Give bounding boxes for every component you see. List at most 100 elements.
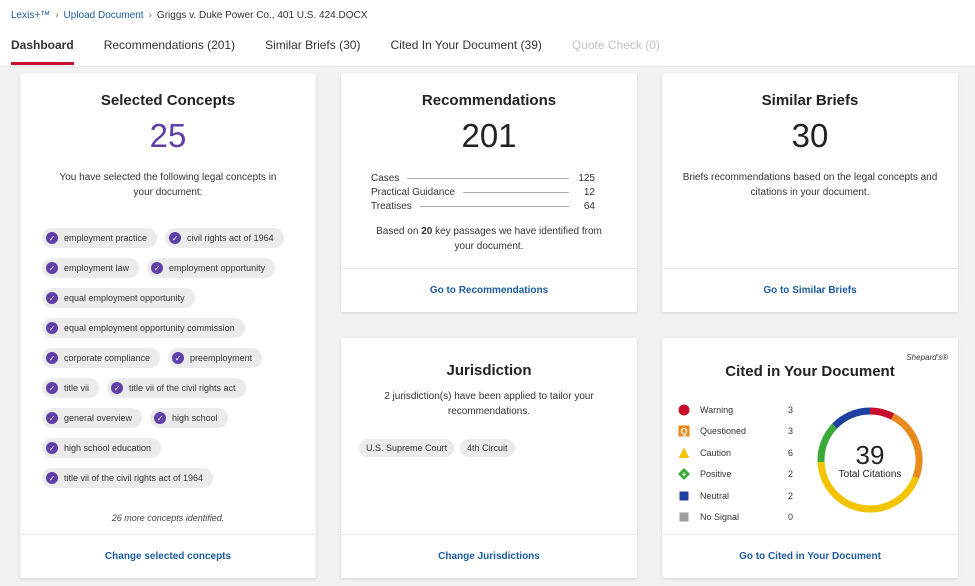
concept-chip[interactable]: ✓ employment opportunity <box>147 258 276 278</box>
similar-briefs-count: 30 <box>791 117 829 154</box>
recommendations-breakdown: Cases 125 Practical Guidance 12 Treatise… <box>371 171 595 213</box>
signal-row-neutral[interactable]: Neutral 2 <box>678 485 793 507</box>
card-footer: Change Jurisdictions <box>341 534 637 578</box>
chevron-right-icon: › <box>55 10 59 21</box>
card-footer: Go to Cited in Your Document <box>662 534 958 578</box>
warning-circle-icon <box>678 404 690 416</box>
card-description: You have selected the following legal co… <box>59 172 277 198</box>
passages-description: Based on 20 key passages we have identif… <box>376 226 602 252</box>
card-title: Cited in Your Document <box>725 363 895 380</box>
signal-row-caution[interactable]: Caution 6 <box>678 442 793 464</box>
dotted-leader <box>407 177 569 179</box>
donut-segment-questioned <box>891 413 923 479</box>
check-icon: ✓ <box>46 382 58 394</box>
check-icon: ✓ <box>46 322 58 334</box>
go-to-cited-in-your-document-link[interactable]: Go to Cited in Your Document <box>739 551 881 562</box>
recommendations-card: Recommendations 201 Cases 125 Practical … <box>341 73 637 312</box>
check-icon: ✓ <box>172 352 185 364</box>
concept-chip[interactable]: ✓ equal employment opportunity commission <box>42 318 245 338</box>
concept-chip[interactable]: ✓ title vii of the civil rights act of 19… <box>42 468 214 488</box>
concept-chip[interactable]: ✓ employment practice <box>42 228 158 248</box>
card-footer: Go to Similar Briefs <box>662 268 958 312</box>
breadcrumb-document: Griggs v. Duke Power Co., 401 U.S. 424.D… <box>156 10 368 21</box>
tab-dashboard[interactable]: Dashboard <box>11 38 74 65</box>
page-header: Lexis+™ › Upload Document › Griggs v. Du… <box>0 0 975 67</box>
tab-quote-check: Quote Check (0) <box>571 38 660 52</box>
concept-chip[interactable]: ✓ high school education <box>42 438 162 458</box>
go-to-recommendations-link[interactable]: Go to Recommendations <box>429 285 549 296</box>
caution-triangle-icon <box>678 447 690 459</box>
total-citations-number: 39 <box>855 439 885 470</box>
concept-chip[interactable]: ✓ civil rights act of 1964 <box>165 228 284 248</box>
jurisdiction-tag: 4th Circuit <box>460 439 515 457</box>
neutral-square-icon <box>678 490 690 502</box>
signal-row-positive[interactable]: + Positive 2 <box>678 464 793 486</box>
donut-segment-positive <box>817 423 838 463</box>
jurisdiction-tag: U.S. Supreme Court <box>359 439 455 457</box>
check-icon: ✓ <box>46 262 58 274</box>
rec-row-treatises: Treatises 64 <box>371 200 595 212</box>
jurisdiction-tags: U.S. Supreme Court 4th Circuit <box>359 439 521 457</box>
concept-count: 25 <box>149 117 187 154</box>
signal-legend: Warning 3 Q Questioned 3 Caution 6 + Pos… <box>678 399 793 528</box>
check-icon: ✓ <box>111 382 124 394</box>
tab-recommendations[interactable]: Recommendations (201) <box>103 38 236 52</box>
shepards-label: Shepard's® <box>906 353 948 362</box>
check-icon: ✓ <box>46 442 58 454</box>
check-icon: ✓ <box>46 352 58 364</box>
concept-chip[interactable]: ✓ title vii <box>42 378 100 398</box>
jurisdiction-card: Jurisdiction 2 jurisdiction(s) have been… <box>341 338 637 578</box>
questioned-q-icon: Q <box>678 425 690 437</box>
change-jurisdictions-link[interactable]: Change Jurisdictions <box>438 551 540 562</box>
breadcrumb-upload-link[interactable]: Upload Document <box>63 10 144 21</box>
chevron-right-icon: › <box>148 10 152 21</box>
change-selected-concepts-link[interactable]: Change selected concepts <box>104 551 232 562</box>
donut-segment-caution <box>817 461 920 513</box>
cited-in-document-card: Shepard's® Cited in Your Document Warnin… <box>662 338 958 578</box>
dotted-leader <box>419 205 569 207</box>
tab-bar: Dashboard Recommendations (201) Similar … <box>11 38 690 65</box>
no-signal-square-icon <box>678 511 690 523</box>
card-title: Similar Briefs <box>761 92 859 109</box>
more-concepts-text: 26 more concepts identified. <box>111 513 225 523</box>
svg-text:Q: Q <box>680 427 687 437</box>
breadcrumb-home-link[interactable]: Lexis+™ <box>11 10 51 21</box>
concept-chip[interactable]: ✓ equal employment opportunity <box>42 288 195 308</box>
concept-chip[interactable]: ✓ preemployment <box>168 348 263 368</box>
card-footer: Go to Recommendations <box>341 268 637 312</box>
total-citations-label: Total Citations <box>838 468 902 480</box>
donut-segment-neutral <box>832 407 871 429</box>
tab-similar-briefs[interactable]: Similar Briefs (30) <box>265 38 361 52</box>
check-icon: ✓ <box>46 472 58 484</box>
citation-donut-chart <box>817 407 923 513</box>
signal-row-no-signal[interactable]: No Signal 0 <box>678 507 793 529</box>
donut-center: 39 Total Citations <box>814 404 926 516</box>
breadcrumb: Lexis+™ › Upload Document › Griggs v. Du… <box>11 10 367 21</box>
check-icon: ✓ <box>151 262 164 274</box>
similar-briefs-card: Similar Briefs 30 Briefs recommendations… <box>662 73 958 312</box>
concept-chip-list: ✓ employment practice ✓ civil rights act o… <box>42 223 306 493</box>
concept-chip[interactable]: ✓ general overview <box>42 408 143 428</box>
check-icon: ✓ <box>169 232 182 244</box>
rec-row-cases: Cases 125 <box>371 172 595 184</box>
check-icon: ✓ <box>154 412 167 424</box>
concept-chip[interactable]: ✓ title vii of the civil rights act <box>107 378 246 398</box>
check-icon: ✓ <box>46 292 58 304</box>
card-title: Jurisdiction <box>446 362 532 379</box>
signal-row-questioned[interactable]: Q Questioned 3 <box>678 421 793 443</box>
selected-concepts-card: Selected Concepts 25 You have selected t… <box>20 73 316 578</box>
signal-row-warning[interactable]: Warning 3 <box>678 399 793 421</box>
card-footer: Change selected concepts <box>20 534 316 578</box>
svg-text:+: + <box>682 470 687 479</box>
card-title: Selected Concepts <box>100 92 236 109</box>
concept-chip[interactable]: ✓ corporate compliance <box>42 348 161 368</box>
go-to-similar-briefs-link[interactable]: Go to Similar Briefs <box>763 285 857 296</box>
card-description: Briefs recommendations based on the lega… <box>682 172 938 198</box>
positive-diamond-icon: + <box>678 468 690 481</box>
tab-cited-in-your-document[interactable]: Cited In Your Document (39) <box>390 38 542 52</box>
dotted-leader <box>462 191 569 193</box>
donut-segment-warning <box>869 407 895 420</box>
card-title: Recommendations <box>421 92 557 109</box>
concept-chip[interactable]: ✓ high school <box>150 408 228 428</box>
concept-chip[interactable]: ✓ employment law <box>42 258 140 278</box>
